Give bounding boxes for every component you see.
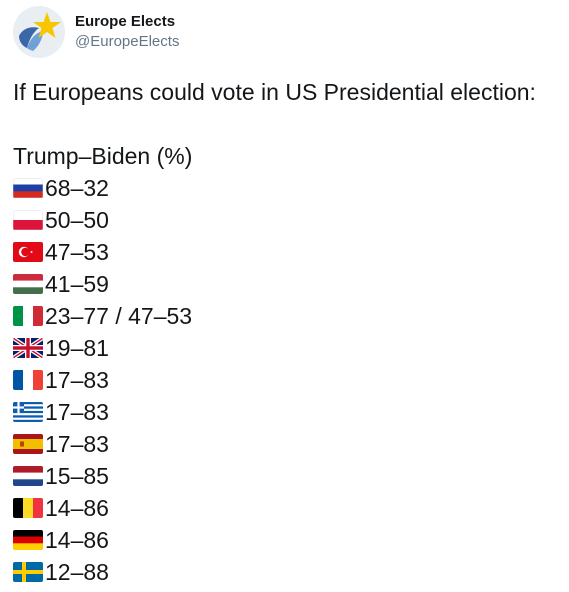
list-item: 14–86: [13, 524, 563, 556]
tweet-title: If Europeans could vote in US Presidenti…: [13, 79, 536, 105]
result-value: 68–32: [45, 175, 109, 201]
russia-flag-icon: [13, 178, 43, 198]
list-item: 47–53: [13, 236, 563, 268]
list-item: 68–32: [13, 172, 563, 204]
tweet-subtitle: Trump–Biden (%): [13, 143, 193, 169]
hungary-flag-icon: [13, 274, 43, 294]
list-item: 50–50: [13, 204, 563, 236]
belgium-flag-icon: [13, 498, 43, 518]
list-item: 23–77 / 47–53: [13, 300, 563, 332]
result-value: 47–53: [45, 239, 109, 265]
result-value: 14–86: [45, 495, 109, 521]
result-value: 14–86: [45, 527, 109, 553]
list-item: 17–83: [13, 396, 563, 428]
list-item: 17–83: [13, 428, 563, 460]
result-value: 50–50: [45, 207, 109, 233]
result-value: 23–77 / 47–53: [45, 303, 193, 329]
tweet-header: Europe Elects @EuropeElects: [13, 6, 553, 58]
result-value: 41–59: [45, 271, 109, 297]
list-item: 19–81: [13, 332, 563, 364]
list-item: 14–86: [13, 492, 563, 524]
tweet-text: If Europeans could vote in US Presidenti…: [13, 76, 563, 588]
list-item: 41–59: [13, 268, 563, 300]
uk-flag-icon: [13, 338, 43, 358]
italy-flag-icon: [13, 306, 43, 326]
sweden-flag-icon: [13, 562, 43, 582]
result-value: 17–83: [45, 431, 109, 457]
spain-flag-icon: [13, 434, 43, 454]
france-flag-icon: [13, 370, 43, 390]
result-value: 12–88: [45, 559, 109, 585]
germany-flag-icon: [13, 530, 43, 550]
turkey-flag-icon: [13, 242, 43, 262]
display-name[interactable]: Europe Elects: [75, 13, 176, 30]
greece-flag-icon: [13, 402, 43, 422]
result-value: 17–83: [45, 399, 109, 425]
netherlands-flag-icon: [13, 466, 43, 486]
avatar[interactable]: [13, 6, 65, 58]
result-value: 15–85: [45, 463, 109, 489]
list-item: 17–83: [13, 364, 563, 396]
list-item: 15–85: [13, 460, 563, 492]
user-handle[interactable]: @EuropeElects: [75, 33, 180, 50]
poland-flag-icon: [13, 210, 43, 230]
result-value: 19–81: [45, 335, 109, 361]
result-value: 17–83: [45, 367, 109, 393]
list-item: 12–88: [13, 556, 563, 588]
europe-elects-logo-icon: [13, 6, 65, 58]
